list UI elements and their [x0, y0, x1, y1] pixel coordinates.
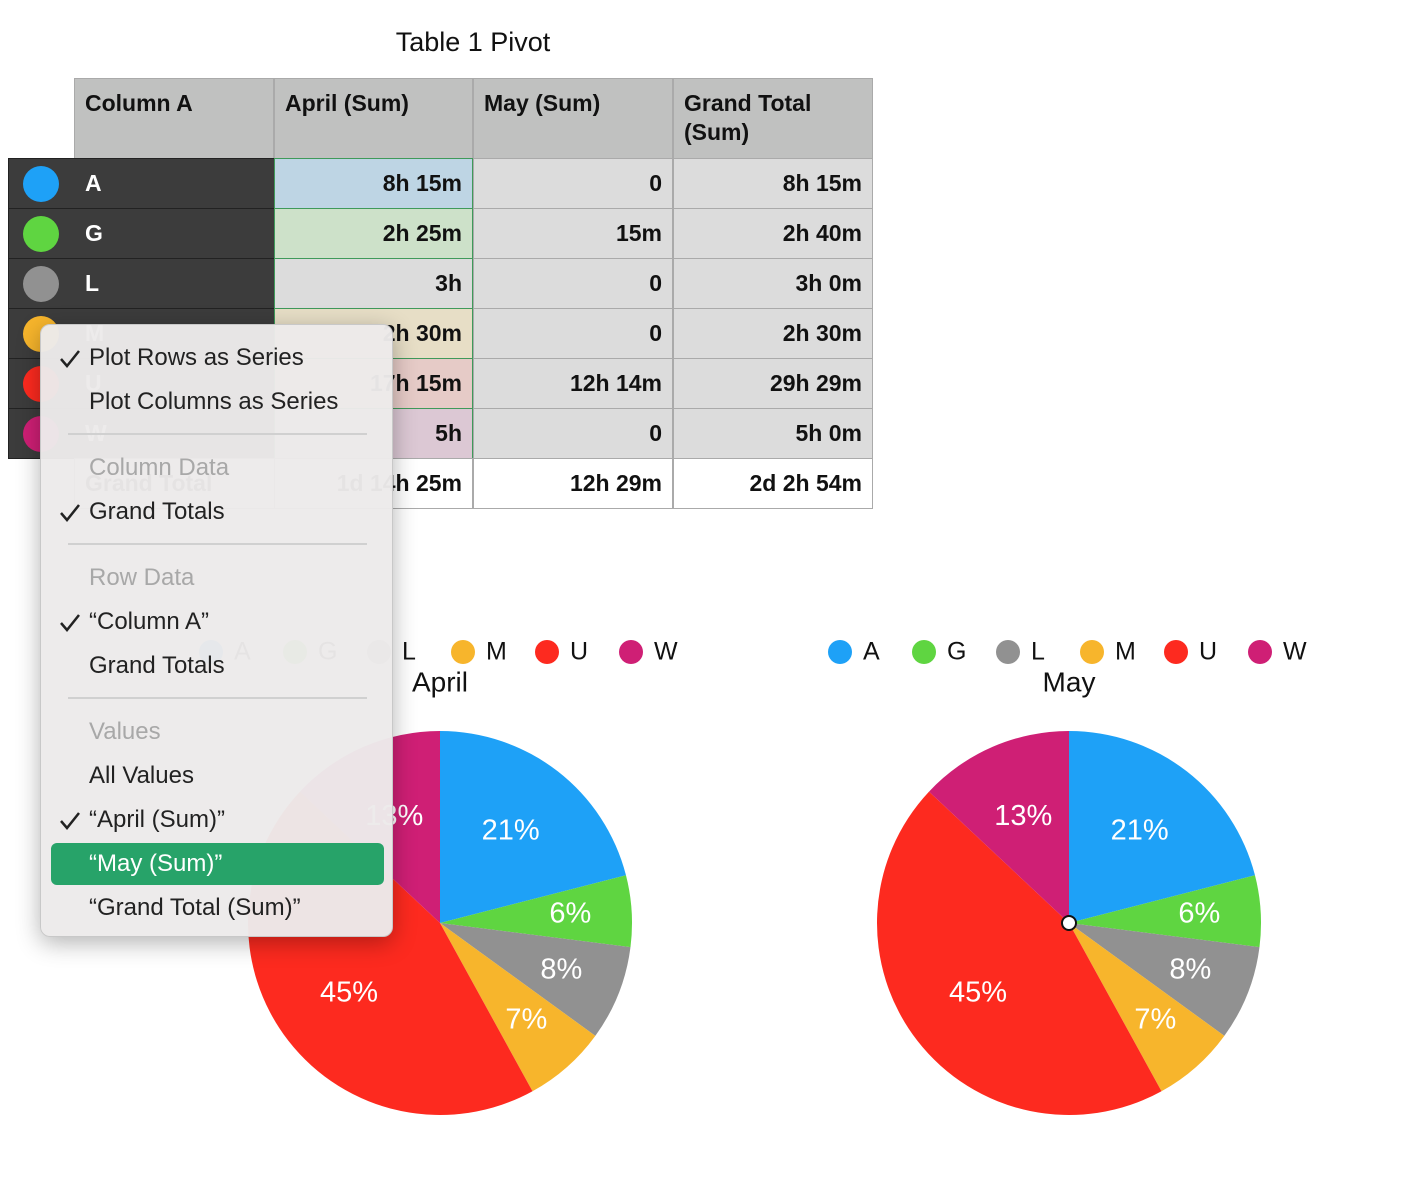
menu-item[interactable]: “Grand Total (Sum)”	[89, 894, 301, 921]
column-header: April (Sum)	[274, 78, 473, 159]
row-color	[23, 216, 59, 252]
legend-label: U	[1199, 638, 1217, 666]
slice-label: 21%	[482, 815, 540, 847]
column-header: May (Sum)	[473, 78, 673, 159]
column-header: Column A	[74, 78, 274, 159]
row-color	[23, 166, 59, 202]
legend-label: W	[654, 638, 678, 666]
column-header: Grand Total (Sum)	[673, 78, 873, 159]
cell: 3h 0m	[673, 258, 873, 309]
legend-label: M	[486, 638, 507, 666]
menu-item[interactable]: Grand Totals	[89, 652, 225, 679]
chart-title: May	[1043, 666, 1096, 697]
legend-label: L	[402, 638, 416, 666]
cell: 2h 30m	[673, 308, 873, 359]
slice-label: 45%	[320, 976, 378, 1008]
slice-label: 6%	[549, 897, 591, 929]
legend-label: G	[947, 638, 966, 666]
cell: 0	[473, 158, 673, 209]
pie-slice	[1069, 731, 1255, 923]
cell: 12h 14m	[473, 358, 673, 409]
slice-label: 6%	[1178, 897, 1220, 929]
pie-slice	[1069, 923, 1260, 1036]
separator	[68, 543, 367, 545]
pie-slice	[440, 731, 626, 923]
cell: 8h 15m	[673, 158, 873, 209]
menu-item[interactable]: “April (Sum)”	[51, 799, 384, 841]
slice-label: 45%	[949, 976, 1007, 1008]
legend-swatch	[451, 640, 475, 664]
menu-header: Column Data	[89, 454, 230, 481]
legend-label: M	[1115, 638, 1136, 666]
row-label: L	[85, 270, 100, 296]
check	[60, 350, 80, 368]
cell: 15m	[473, 208, 673, 259]
slice-label: 8%	[1169, 954, 1211, 986]
row-header: L	[8, 258, 275, 309]
cell: 29h 29m	[673, 358, 873, 409]
legend-label: L	[1031, 638, 1045, 666]
menu-header: Values	[89, 718, 161, 745]
chart-title: April	[412, 666, 468, 697]
context-menu[interactable]: Plot Rows as Series Plot Columns as Serie…	[40, 324, 393, 937]
legend-swatch	[828, 640, 852, 664]
table-title: Table 1 Pivot	[396, 27, 551, 57]
cell: 0	[473, 258, 673, 309]
checkmark	[60, 350, 80, 368]
selection-handle	[1061, 915, 1077, 931]
checkmark	[60, 504, 80, 522]
pie-slice	[929, 731, 1069, 923]
menu-item[interactable]: Grand Totals	[51, 491, 384, 533]
legend-swatch	[1248, 640, 1272, 664]
check	[60, 614, 80, 632]
menu-item[interactable]: “Column A”	[51, 601, 384, 643]
row-label: G	[85, 220, 103, 246]
legend-label: W	[1283, 638, 1307, 666]
pie-slice	[440, 923, 631, 1036]
total-cell: 12h 29m	[473, 458, 673, 509]
separator	[68, 697, 367, 699]
pie-slice	[440, 923, 596, 1092]
pie-slice	[440, 875, 632, 948]
pie-slice	[1069, 875, 1261, 948]
menu-item[interactable]: “May (Sum)”	[51, 843, 384, 885]
separator	[68, 433, 367, 435]
slice-label: 21%	[1111, 815, 1169, 847]
menu-item[interactable]: Plot Columns as Series	[89, 388, 339, 415]
row-color	[23, 266, 59, 302]
check	[60, 812, 80, 830]
legend-swatch	[1080, 640, 1104, 664]
checkmark	[60, 812, 80, 830]
cell: 8h 15m	[274, 158, 473, 209]
row-header: A	[8, 158, 275, 209]
check	[60, 504, 80, 522]
row-label: A	[85, 170, 102, 196]
menu-item[interactable]: All Values	[89, 762, 194, 789]
row-header: G	[8, 208, 275, 259]
cell: 0	[473, 408, 673, 459]
legend-swatch	[1164, 640, 1188, 664]
slice-label: 7%	[1134, 1004, 1176, 1036]
slice-label: 7%	[505, 1004, 547, 1036]
menu-item[interactable]: Plot Rows as Series	[51, 337, 384, 379]
slice-label: 13%	[994, 800, 1052, 832]
legend-swatch	[535, 640, 559, 664]
pie-slice	[1069, 923, 1225, 1092]
checkmark	[60, 614, 80, 632]
total-cell: 2d 2h 54m	[673, 458, 873, 509]
cell: 3h	[274, 258, 473, 309]
cell: 2h 25m	[274, 208, 473, 259]
cell: 5h 0m	[673, 408, 873, 459]
legend-label: U	[570, 638, 588, 666]
legend-swatch	[619, 640, 643, 664]
cell: 2h 40m	[673, 208, 873, 259]
cell: 0	[473, 308, 673, 359]
menu-header: Row Data	[89, 564, 195, 591]
slice-label: 8%	[540, 954, 582, 986]
pie-slice	[877, 791, 1162, 1115]
legend-label: A	[863, 638, 880, 666]
legend-swatch	[912, 640, 936, 664]
legend-swatch	[996, 640, 1020, 664]
